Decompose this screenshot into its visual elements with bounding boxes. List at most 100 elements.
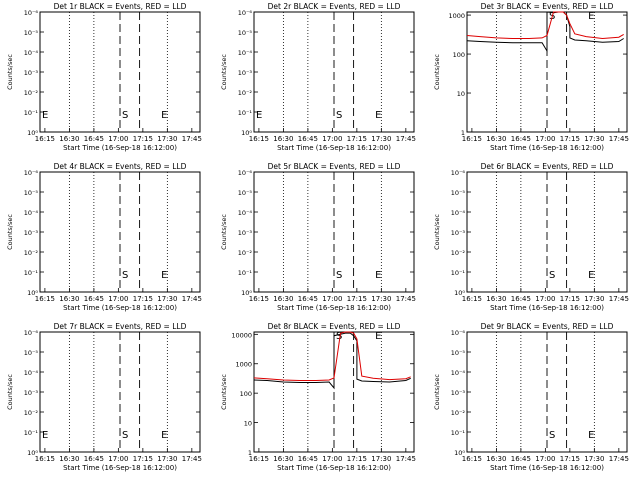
y-axis-label: Counts/sec [6, 374, 14, 410]
x-tick-label: 16:15 [249, 455, 269, 463]
y-tick-label: 10⁻⁶ [451, 169, 466, 177]
marker-label-e: E [375, 331, 381, 342]
chart-title: Det 9r BLACK = Events, RED = LLD [481, 322, 614, 331]
chart-panel-8: Det 8r BLACK = Events, RED = LLD 16:15 16:… [220, 322, 416, 472]
y-tick-label: 10⁻⁶ [451, 329, 466, 337]
x-tick-label: 16:15 [35, 455, 55, 463]
x-tick-label: 17:45 [396, 135, 416, 143]
x-axis-label: Start Time (16-Sep-18 16:12:00) [63, 144, 177, 152]
x-tick-label: 16:15 [462, 135, 482, 143]
y-tick-label: 10⁰ [454, 449, 465, 457]
y-tick-label: 10⁻² [24, 249, 39, 257]
x-tick-label: 17:00 [535, 455, 555, 463]
x-tick-label: 17:30 [157, 135, 177, 143]
y-axis-label: Counts/sec [220, 54, 228, 90]
y-tick-label: 10⁻⁵ [238, 189, 253, 197]
chart-title: Det 8r BLACK = Events, RED = LLD [268, 322, 401, 331]
x-tick-label: 17:00 [322, 135, 342, 143]
x-tick-label: 17:00 [322, 455, 342, 463]
y-tick-label: 10⁻⁶ [238, 169, 253, 177]
y-tick-label: 10⁻³ [238, 229, 253, 237]
x-tick-label: 16:15 [35, 135, 55, 143]
x-tick-label: 17:00 [108, 295, 128, 303]
y-axis-label: Counts/sec [433, 54, 441, 90]
y-tick-label: 100 [453, 51, 465, 59]
x-axis-label: Start Time (16-Sep-18 16:12:00) [277, 144, 391, 152]
x-tick-label: 17:45 [609, 135, 629, 143]
x-tick-label: 17:45 [609, 455, 629, 463]
chart-panel-2: Det 2r BLACK = Events, RED = LLD 16:15 16:… [220, 2, 416, 152]
marker-label-s: S [336, 331, 342, 342]
x-tick-label: 17:15 [560, 455, 580, 463]
marker-label-e: E [588, 11, 594, 22]
x-tick-label: 16:45 [511, 295, 531, 303]
y-tick-label: 10⁰ [27, 129, 38, 137]
x-tick-label: 17:30 [584, 135, 604, 143]
y-tick-label: 10⁻² [24, 409, 39, 417]
x-tick-label: 16:15 [462, 455, 482, 463]
y-tick-label: 10⁻⁵ [24, 349, 39, 357]
y-tick-label: 10⁻¹ [238, 269, 253, 277]
x-tick-label: 17:30 [584, 295, 604, 303]
x-tick-label: 16:30 [273, 135, 293, 143]
y-tick-label: 10⁻¹ [24, 429, 39, 437]
marker-label-e: E [42, 430, 48, 441]
y-tick-label: 10⁻⁴ [451, 369, 466, 377]
x-tick-label: 17:45 [182, 135, 202, 143]
y-tick-label: 10⁻² [451, 409, 466, 417]
y-axis-label: Counts/sec [220, 214, 228, 250]
y-tick-label: 10 [244, 420, 252, 428]
y-axis-label: Counts/sec [433, 374, 441, 410]
x-axis-label: Start Time (16-Sep-18 16:12:00) [63, 464, 177, 472]
series-line-lld [253, 331, 411, 381]
y-tick-label: 10⁻³ [24, 229, 39, 237]
x-tick-label: 16:15 [249, 135, 269, 143]
y-tick-label: 10⁻⁵ [238, 29, 253, 37]
y-tick-label: 10⁻³ [451, 229, 466, 237]
y-tick-label: 10⁻³ [451, 389, 466, 397]
y-tick-label: 10⁻¹ [451, 269, 466, 277]
marker-label-s: S [336, 110, 342, 121]
marker-label-s: S [122, 110, 128, 121]
marker-label-e: E [161, 270, 167, 281]
y-tick-label: 10⁻² [451, 249, 466, 257]
x-tick-label: 17:30 [584, 455, 604, 463]
y-tick-label: 10 [457, 90, 465, 98]
marker-label-s: S [549, 270, 555, 281]
marker-label-e: E [375, 270, 381, 281]
chart-panel-6: Det 6r BLACK = Events, RED = LLD 16:15 16:… [433, 162, 629, 312]
chart-panel-9: Det 9r BLACK = Events, RED = LLD 16:15 16:… [433, 322, 629, 472]
chart-title: Det 5r BLACK = Events, RED = LLD [268, 162, 401, 171]
x-tick-label: 17:00 [108, 135, 128, 143]
chart-panel-1: Det 1r BLACK = Events, RED = LLD 16:15 16:… [6, 2, 202, 152]
chart-panel-7: Det 7r BLACK = Events, RED = LLD 16:15 16:… [6, 322, 202, 472]
x-tick-label: 16:45 [84, 295, 104, 303]
y-tick-label: 10⁻⁴ [24, 49, 39, 57]
x-tick-label: 16:30 [486, 135, 506, 143]
chart-title: Det 3r BLACK = Events, RED = LLD [481, 2, 614, 11]
x-tick-label: 16:45 [298, 135, 318, 143]
x-tick-label: 17:30 [371, 135, 391, 143]
x-tick-label: 16:30 [59, 295, 79, 303]
x-tick-label: 17:00 [322, 295, 342, 303]
y-tick-label: 10⁻⁴ [238, 49, 253, 57]
y-tick-label: 1000 [448, 12, 465, 20]
y-tick-label: 1000 [235, 361, 252, 369]
x-axis-label: Start Time (16-Sep-18 16:12:00) [490, 304, 604, 312]
marker-label-s: S [336, 270, 342, 281]
x-tick-label: 16:30 [273, 295, 293, 303]
y-axis-label: Counts/sec [433, 214, 441, 250]
x-axis-label: Start Time (16-Sep-18 16:12:00) [277, 464, 391, 472]
series-line-events [466, 11, 624, 53]
y-axis-label: Counts/sec [6, 54, 14, 90]
y-tick-label: 10⁻¹ [24, 269, 39, 277]
chart-panel-5: Det 5r BLACK = Events, RED = LLD 16:15 16:… [220, 162, 416, 312]
x-tick-label: 16:30 [273, 455, 293, 463]
y-tick-label: 10⁻² [24, 89, 39, 97]
x-tick-label: 16:30 [486, 455, 506, 463]
x-tick-label: 17:15 [347, 135, 367, 143]
y-tick-label: 10⁻³ [24, 69, 39, 77]
chart-title: Det 7r BLACK = Events, RED = LLD [54, 322, 187, 331]
x-tick-label: 16:45 [298, 295, 318, 303]
y-tick-label: 10⁻⁶ [24, 329, 39, 337]
